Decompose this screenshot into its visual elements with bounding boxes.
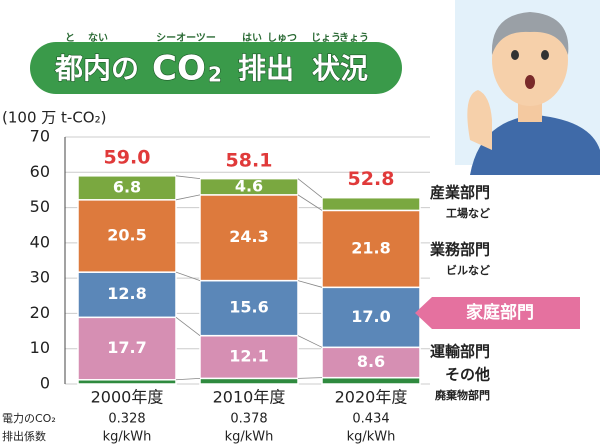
total-label: 52.8 bbox=[348, 168, 395, 190]
person-illustration bbox=[467, 12, 600, 175]
footer-unit: kg/kWh bbox=[347, 430, 396, 445]
y-tick-label: 10 bbox=[30, 338, 50, 357]
legend-label: その他 bbox=[445, 366, 490, 384]
value-label: 20.5 bbox=[107, 225, 146, 244]
bar-segment bbox=[199, 194, 299, 282]
footer-value: 0.378 bbox=[230, 412, 267, 427]
value-label: 8.6 bbox=[357, 352, 385, 371]
title-part: 状況 bbox=[312, 52, 368, 85]
footer-value: 0.328 bbox=[108, 412, 145, 427]
ruby: と bbox=[65, 32, 75, 44]
connector bbox=[297, 280, 323, 288]
legend-highlight bbox=[415, 297, 580, 329]
ruby: シーオーツー bbox=[156, 32, 216, 44]
connector bbox=[297, 377, 323, 379]
total-label: 58.1 bbox=[226, 149, 273, 171]
connector bbox=[175, 316, 201, 336]
footer-value: 0.434 bbox=[352, 412, 389, 427]
legend-label: 業務部門 bbox=[429, 241, 490, 259]
x-tick-label: 2010年度 bbox=[213, 388, 286, 407]
bar-segment bbox=[77, 316, 177, 381]
title-part: 都内の bbox=[54, 52, 139, 85]
y-axis-label: (100 万 t-CO₂) bbox=[2, 109, 106, 127]
connector bbox=[175, 194, 201, 201]
connector bbox=[175, 377, 201, 381]
y-tick-label: 70 bbox=[30, 127, 50, 146]
legend-label: 運輸部門 bbox=[430, 343, 490, 361]
footer-unit: kg/kWh bbox=[103, 430, 152, 445]
bar-segment bbox=[77, 175, 177, 201]
bar-segment bbox=[199, 377, 299, 385]
bar-segment bbox=[321, 376, 421, 385]
x-tick-label: 2000年度 bbox=[91, 388, 164, 407]
bar-segment bbox=[199, 177, 299, 196]
connector bbox=[297, 335, 323, 348]
total-label: 59.0 bbox=[104, 146, 151, 168]
bar-segment bbox=[199, 279, 299, 337]
value-label: 24.3 bbox=[229, 227, 268, 246]
y-tick-label: 50 bbox=[30, 197, 50, 216]
value-label: 21.8 bbox=[351, 238, 390, 257]
legend-label: 家庭部門 bbox=[466, 302, 534, 323]
ruby: しゅつ bbox=[267, 32, 297, 44]
footer-label: 電力のCO₂ bbox=[2, 412, 56, 425]
ruby: ない bbox=[88, 32, 108, 44]
title-part: 排出 bbox=[238, 52, 294, 85]
bar-segment bbox=[77, 199, 177, 273]
title-part: 2 bbox=[208, 63, 222, 87]
value-label: 3.6 bbox=[357, 178, 385, 197]
connector bbox=[297, 178, 323, 199]
bar-segment bbox=[321, 196, 421, 212]
legend-sublabel: ビルなど bbox=[446, 263, 490, 277]
footer-unit: kg/kWh bbox=[225, 430, 274, 445]
value-label: 6.8 bbox=[113, 177, 141, 196]
connector bbox=[175, 175, 201, 180]
connector bbox=[297, 194, 323, 211]
title-part: CO bbox=[152, 49, 206, 89]
ruby: きょう bbox=[339, 32, 369, 44]
value-label: 17.7 bbox=[107, 338, 146, 357]
value-label: 15.6 bbox=[229, 298, 268, 317]
value-label: 12.1 bbox=[229, 347, 268, 366]
y-tick-label: 40 bbox=[30, 232, 50, 251]
y-tick-label: 30 bbox=[30, 268, 50, 287]
legend-sublabel: 工場など bbox=[446, 206, 490, 220]
ruby: はい bbox=[242, 32, 262, 44]
legend-label: 産業部門 bbox=[430, 184, 490, 202]
connector bbox=[175, 271, 201, 281]
bar-segment bbox=[321, 286, 421, 349]
value-label: 17.0 bbox=[351, 307, 390, 326]
value-label: 12.8 bbox=[107, 284, 146, 303]
y-tick-label: 60 bbox=[30, 162, 50, 181]
title-banner bbox=[30, 42, 402, 94]
x-tick-label: 2020年度 bbox=[335, 388, 408, 407]
value-label: 4.6 bbox=[235, 176, 263, 195]
chart-title: 都内の CO 2 排出 状況 bbox=[53, 48, 368, 89]
legend-sublabel: 廃棄物部門 bbox=[435, 388, 490, 402]
ruby: じょう bbox=[311, 32, 341, 44]
y-tick-label: 20 bbox=[30, 303, 50, 322]
y-tick-label: 0 bbox=[40, 374, 50, 393]
footer-label: 排出係数 bbox=[2, 429, 46, 443]
bar-segment bbox=[321, 209, 421, 289]
